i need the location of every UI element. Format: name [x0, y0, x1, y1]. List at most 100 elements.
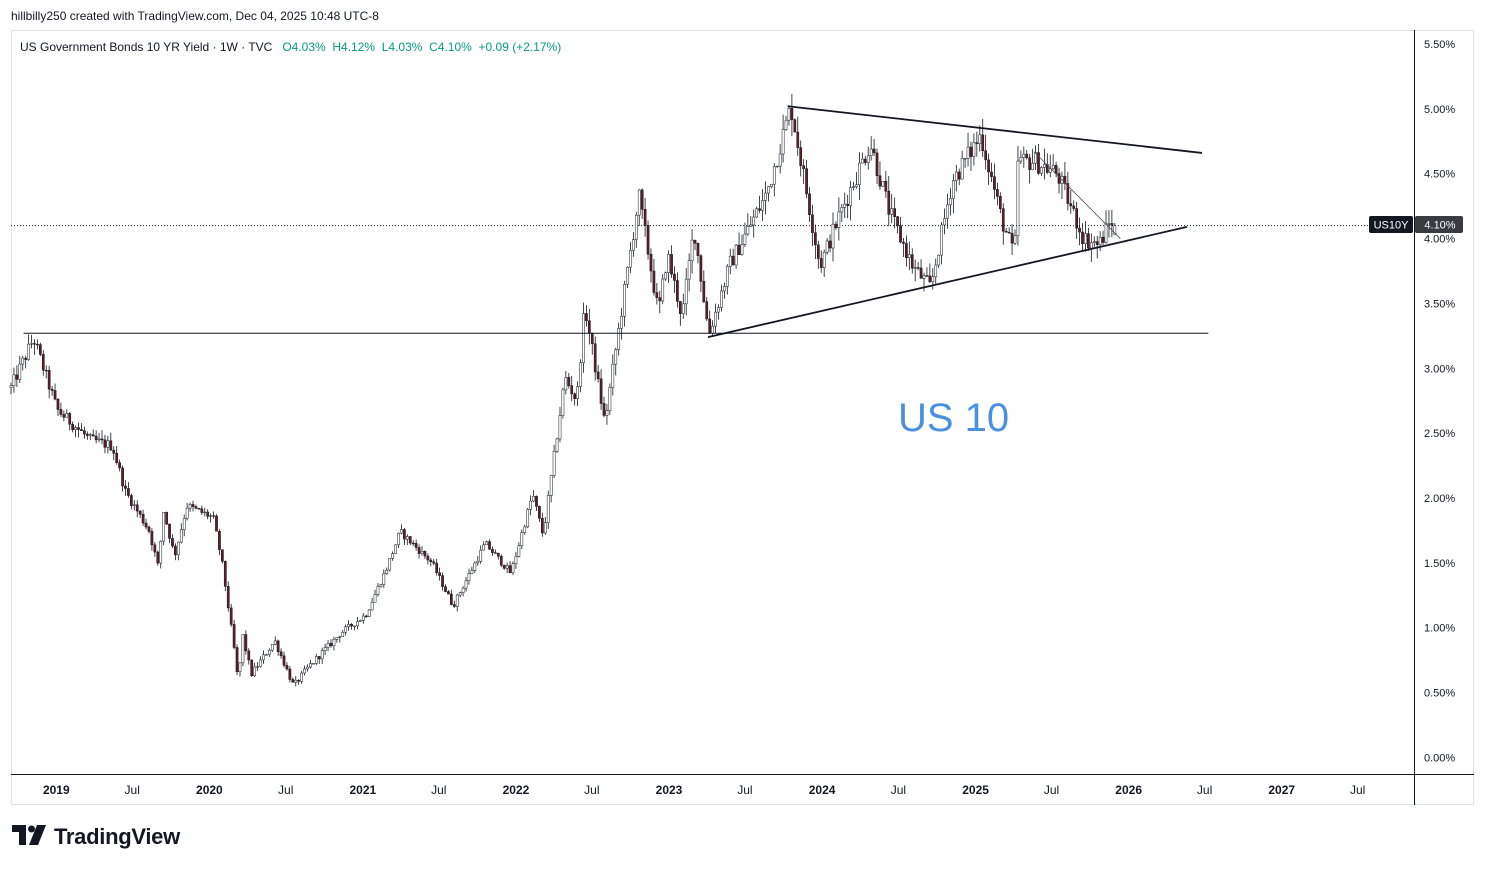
candle-body — [191, 504, 195, 507]
candle-body — [863, 158, 867, 163]
y-axis-tick-label: 0.00% — [1424, 752, 1455, 764]
price-tag-value-bg — [1415, 216, 1463, 233]
candle-body — [229, 607, 233, 625]
candle-body — [734, 244, 738, 266]
chart-annotation-text[interactable]: US 10 — [898, 396, 1009, 440]
candle-body — [1095, 241, 1099, 245]
candle-body — [778, 153, 782, 167]
y-axis-tick-label: 2.50% — [1424, 428, 1455, 440]
candle-body — [112, 449, 116, 454]
candle-body — [212, 515, 215, 517]
candle-body — [910, 254, 914, 269]
legend-high: H4.12% — [332, 40, 376, 54]
candle-body — [687, 260, 691, 280]
inner-trendline[interactable] — [1033, 151, 1121, 239]
candle-body — [394, 544, 397, 554]
candle-body — [819, 258, 823, 268]
candle-body — [661, 278, 665, 302]
candle-body — [376, 586, 380, 595]
candle-body — [464, 580, 468, 589]
candle-body — [611, 363, 615, 388]
candle-body — [937, 254, 941, 266]
candle-body — [793, 119, 797, 133]
candle-body — [438, 572, 441, 576]
candle-body — [153, 544, 157, 553]
candle-body — [887, 190, 891, 215]
candle-body — [596, 371, 600, 380]
candle-body — [676, 280, 679, 302]
candle-body — [482, 544, 485, 551]
lower-trendline[interactable] — [707, 226, 1188, 339]
trendlines-layer[interactable] — [23, 105, 1209, 339]
candle-body — [787, 108, 791, 121]
candle-body — [893, 208, 896, 217]
price-tag-symbol-bg — [1369, 216, 1413, 233]
candle-body — [1101, 236, 1105, 243]
candle-body — [1025, 153, 1029, 159]
candle-body — [546, 495, 550, 523]
candle-body — [837, 211, 841, 229]
candle-body — [417, 547, 421, 554]
y-axis-tick-label: 0.50% — [1424, 688, 1455, 700]
candle-body — [949, 198, 952, 206]
candle-body — [232, 624, 236, 648]
candle-body — [649, 253, 653, 272]
candle-body — [767, 186, 770, 194]
candle-body — [529, 500, 532, 510]
candle-body — [834, 223, 838, 229]
candle-body — [221, 549, 224, 562]
x-axis[interactable]: 2019 Jul 2020 Jul 2021 Jul 2022 Jul 2023 Jul 2024 J… — [43, 783, 1365, 797]
candle-body — [94, 435, 98, 441]
candle-body — [47, 370, 51, 390]
x-axis-tick-label: 2019 — [43, 783, 70, 797]
candle-body — [805, 168, 808, 195]
tradingview-watermark[interactable]: TradingView — [12, 824, 180, 850]
candle-body — [1057, 173, 1061, 184]
candle-body — [33, 343, 36, 345]
candle-body — [291, 679, 295, 683]
candle-body — [599, 378, 603, 404]
candle-body — [80, 429, 83, 431]
candle-body — [147, 526, 151, 532]
candle-body — [364, 615, 368, 618]
candle-body — [1037, 152, 1040, 174]
candle-body — [77, 427, 80, 430]
y-axis-tick-label: 5.00% — [1424, 104, 1455, 116]
candle-body — [411, 542, 415, 545]
chart-legend[interactable]: US Government Bonds 10 YR Yield · 1W · T… — [20, 40, 561, 54]
y-axis-tick-label: 3.50% — [1424, 298, 1455, 310]
candle-body — [441, 575, 444, 587]
y-axis-tick-label: 3.00% — [1424, 363, 1455, 375]
candle-body — [100, 438, 104, 441]
candle-body — [1113, 225, 1117, 235]
candle-body — [1066, 183, 1070, 204]
candle-body — [998, 196, 1002, 209]
candle-body — [623, 283, 626, 317]
legend-change: +0.09 (+2.17%) — [478, 40, 562, 54]
candle-body — [552, 450, 556, 476]
candle-body — [652, 270, 656, 293]
candle-body — [85, 433, 89, 436]
y-axis[interactable]: 5.50% 5.00% 4.50% 4.00% 3.50% 3.00% 2.50% 2.00%… — [1424, 39, 1455, 764]
candle-body — [758, 208, 761, 211]
upper-trendline[interactable] — [787, 105, 1203, 154]
candle-body — [614, 349, 618, 365]
candle-body — [769, 183, 773, 187]
candle-body — [808, 193, 811, 216]
candle-body — [294, 679, 298, 683]
candle-body — [185, 507, 189, 519]
candle-body — [549, 475, 553, 496]
candle-body — [1028, 157, 1032, 170]
candle-body — [582, 313, 585, 363]
candle-body — [432, 561, 436, 564]
x-axis-tick-label: 2022 — [503, 783, 530, 797]
candle-body — [907, 254, 911, 259]
candle-body — [285, 665, 289, 670]
candle-body — [602, 403, 606, 416]
candle-body — [858, 162, 861, 186]
candle-body — [1051, 165, 1055, 170]
candle-body — [215, 515, 218, 532]
candle-body — [1107, 223, 1111, 225]
candle-body — [426, 555, 430, 561]
